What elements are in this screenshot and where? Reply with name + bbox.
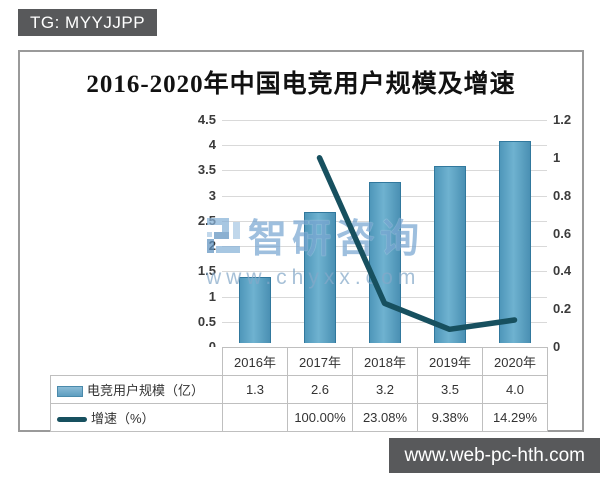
left-axis-tick: 4.5 <box>197 112 216 127</box>
left-axis-tick: 0 <box>170 338 216 356</box>
left-axis-tick: 3.5 <box>197 162 216 178</box>
bar-2018 <box>368 181 401 343</box>
table-row-growth: 增速（%） 100.00% 23.08% 9.38% 14.29% <box>50 403 548 432</box>
year-header: 2016年 <box>222 347 288 376</box>
bar-2017 <box>303 211 336 343</box>
right-axis-tick: 1 <box>553 149 561 165</box>
site-watermark-badge: www.web-pc-hth.com <box>389 438 600 473</box>
left-axis-tick: 4 <box>208 137 216 153</box>
legend-bar-swatch-icon <box>57 386 83 398</box>
bar-2016 <box>238 277 271 343</box>
left-axis-tick: 2.5 <box>197 212 216 228</box>
right-axis-tick: 0 <box>553 339 561 354</box>
gridline <box>222 145 547 147</box>
telegram-watermark-text: TG: MYYJJPP <box>30 12 146 32</box>
chart-frame: 2016-2020年中国电竞用户规模及增速 4.5 4 3.5 3 2.5 2 … <box>18 50 584 432</box>
left-axis-tick: 2 <box>208 238 216 254</box>
right-axis-tick: 1.2 <box>553 112 572 127</box>
series-label-cell: 增速（%） <box>50 403 223 432</box>
table-row-users: 电竞用户规模（亿） 1.3 2.6 3.2 3.5 4.0 <box>50 375 548 404</box>
left-axis-tick: 0.5 <box>197 313 216 329</box>
right-axis-tick: 0.4 <box>553 263 572 279</box>
year-header: 2020年 <box>482 347 548 376</box>
left-axis-tick: 1.5 <box>197 263 216 279</box>
telegram-watermark-badge: TG: MYYJJPP <box>18 9 158 36</box>
legend-line-swatch-icon <box>57 417 87 423</box>
series-label: 增速（%） <box>91 411 155 426</box>
value-cell: 3.5 <box>417 375 483 404</box>
chart-title: 2016-2020年中国电竞用户规模及增速 <box>86 71 516 98</box>
right-axis-tick: 0.6 <box>553 225 572 241</box>
site-watermark-text: www.web-pc-hth.com <box>404 444 585 466</box>
value-cell: 9.38% <box>417 403 483 432</box>
table-header-row: 2016年 2017年 2018年 2019年 2020年 <box>50 347 548 376</box>
value-cell: 4.0 <box>482 375 548 404</box>
value-cell: 100.00% <box>287 403 353 432</box>
bar-2019 <box>433 166 466 343</box>
value-cell: 14.29% <box>482 403 548 432</box>
value-cell <box>222 403 288 432</box>
series-label: 电竞用户规模（亿） <box>87 383 205 398</box>
right-axis-tick: 0.8 <box>553 187 572 203</box>
year-header: 2018年 <box>352 347 418 376</box>
year-header: 2017年 <box>287 347 353 376</box>
left-axis-tick: 3 <box>208 187 216 203</box>
value-cell: 2.6 <box>287 375 353 404</box>
left-axis-tick: 1 <box>208 288 216 304</box>
bar-2020 <box>498 141 531 343</box>
table-corner-cell <box>50 347 223 376</box>
series-label-cell: 电竞用户规模（亿） <box>50 375 223 404</box>
right-axis-tick: 0.2 <box>553 301 572 317</box>
value-cell: 1.3 <box>222 375 288 404</box>
value-cell: 3.2 <box>352 375 418 404</box>
year-header: 2019年 <box>417 347 483 376</box>
gridline <box>222 120 547 121</box>
data-table: 2016年 2017年 2018年 2019年 2020年 电竞用户规模（亿） … <box>50 347 548 432</box>
value-cell: 23.08% <box>352 403 418 432</box>
